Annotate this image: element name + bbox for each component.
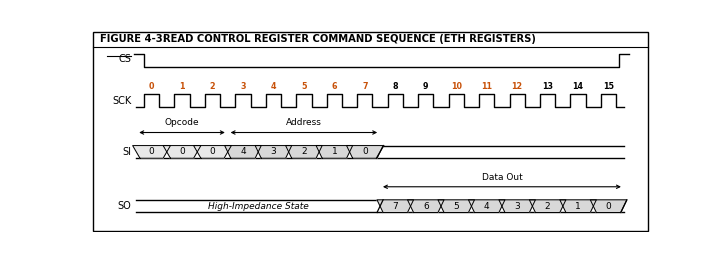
Text: 0: 0	[606, 202, 612, 211]
Text: SI: SI	[122, 147, 132, 157]
Text: SO: SO	[118, 201, 132, 211]
Text: 13: 13	[542, 82, 553, 91]
Text: High-Impedance State: High-Impedance State	[208, 202, 309, 211]
Polygon shape	[499, 200, 536, 212]
Polygon shape	[255, 146, 291, 158]
Text: SCK: SCK	[112, 96, 132, 106]
Polygon shape	[408, 200, 444, 212]
Text: 0: 0	[149, 82, 154, 91]
Text: 0: 0	[210, 147, 215, 156]
Text: 5: 5	[301, 82, 307, 91]
Text: 4: 4	[484, 202, 489, 211]
Text: FIGURE 4-3:: FIGURE 4-3:	[100, 34, 167, 44]
Polygon shape	[316, 146, 353, 158]
Text: 5: 5	[453, 202, 459, 211]
Text: 7: 7	[393, 202, 398, 211]
Polygon shape	[286, 146, 322, 158]
Text: 8: 8	[393, 82, 398, 91]
Text: 3: 3	[514, 202, 520, 211]
Text: Opcode: Opcode	[165, 118, 200, 127]
Text: 6: 6	[332, 82, 337, 91]
Polygon shape	[590, 200, 627, 212]
Text: 1: 1	[331, 147, 337, 156]
Polygon shape	[469, 200, 505, 212]
Text: 10: 10	[450, 82, 462, 91]
Text: CS: CS	[119, 55, 132, 64]
Text: 4: 4	[240, 147, 246, 156]
Text: 15: 15	[603, 82, 614, 91]
Polygon shape	[560, 200, 596, 212]
Text: 11: 11	[482, 82, 492, 91]
Polygon shape	[438, 200, 474, 212]
Text: Address: Address	[286, 118, 322, 127]
Text: 2: 2	[210, 82, 215, 91]
Text: 3: 3	[270, 147, 276, 156]
Polygon shape	[346, 146, 383, 158]
Text: 0: 0	[149, 147, 155, 156]
Polygon shape	[132, 146, 171, 158]
Text: Data Out: Data Out	[482, 173, 522, 182]
Text: 0: 0	[179, 147, 185, 156]
Text: 1: 1	[576, 202, 581, 211]
Text: 2: 2	[545, 202, 550, 211]
Text: 3: 3	[240, 82, 246, 91]
Text: 2: 2	[301, 147, 307, 156]
Text: READ CONTROL REGISTER COMMAND SEQUENCE (ETH REGISTERS): READ CONTROL REGISTER COMMAND SEQUENCE (…	[163, 34, 536, 44]
Text: 4: 4	[270, 82, 276, 91]
Polygon shape	[194, 146, 231, 158]
Text: 0: 0	[362, 147, 368, 156]
Polygon shape	[225, 146, 261, 158]
Text: 6: 6	[423, 202, 429, 211]
Text: 9: 9	[423, 82, 429, 91]
Polygon shape	[163, 146, 201, 158]
Text: 14: 14	[573, 82, 583, 91]
Text: 12: 12	[512, 82, 523, 91]
Text: 1: 1	[179, 82, 185, 91]
Text: 7: 7	[362, 82, 367, 91]
Polygon shape	[377, 200, 414, 212]
Polygon shape	[529, 200, 566, 212]
